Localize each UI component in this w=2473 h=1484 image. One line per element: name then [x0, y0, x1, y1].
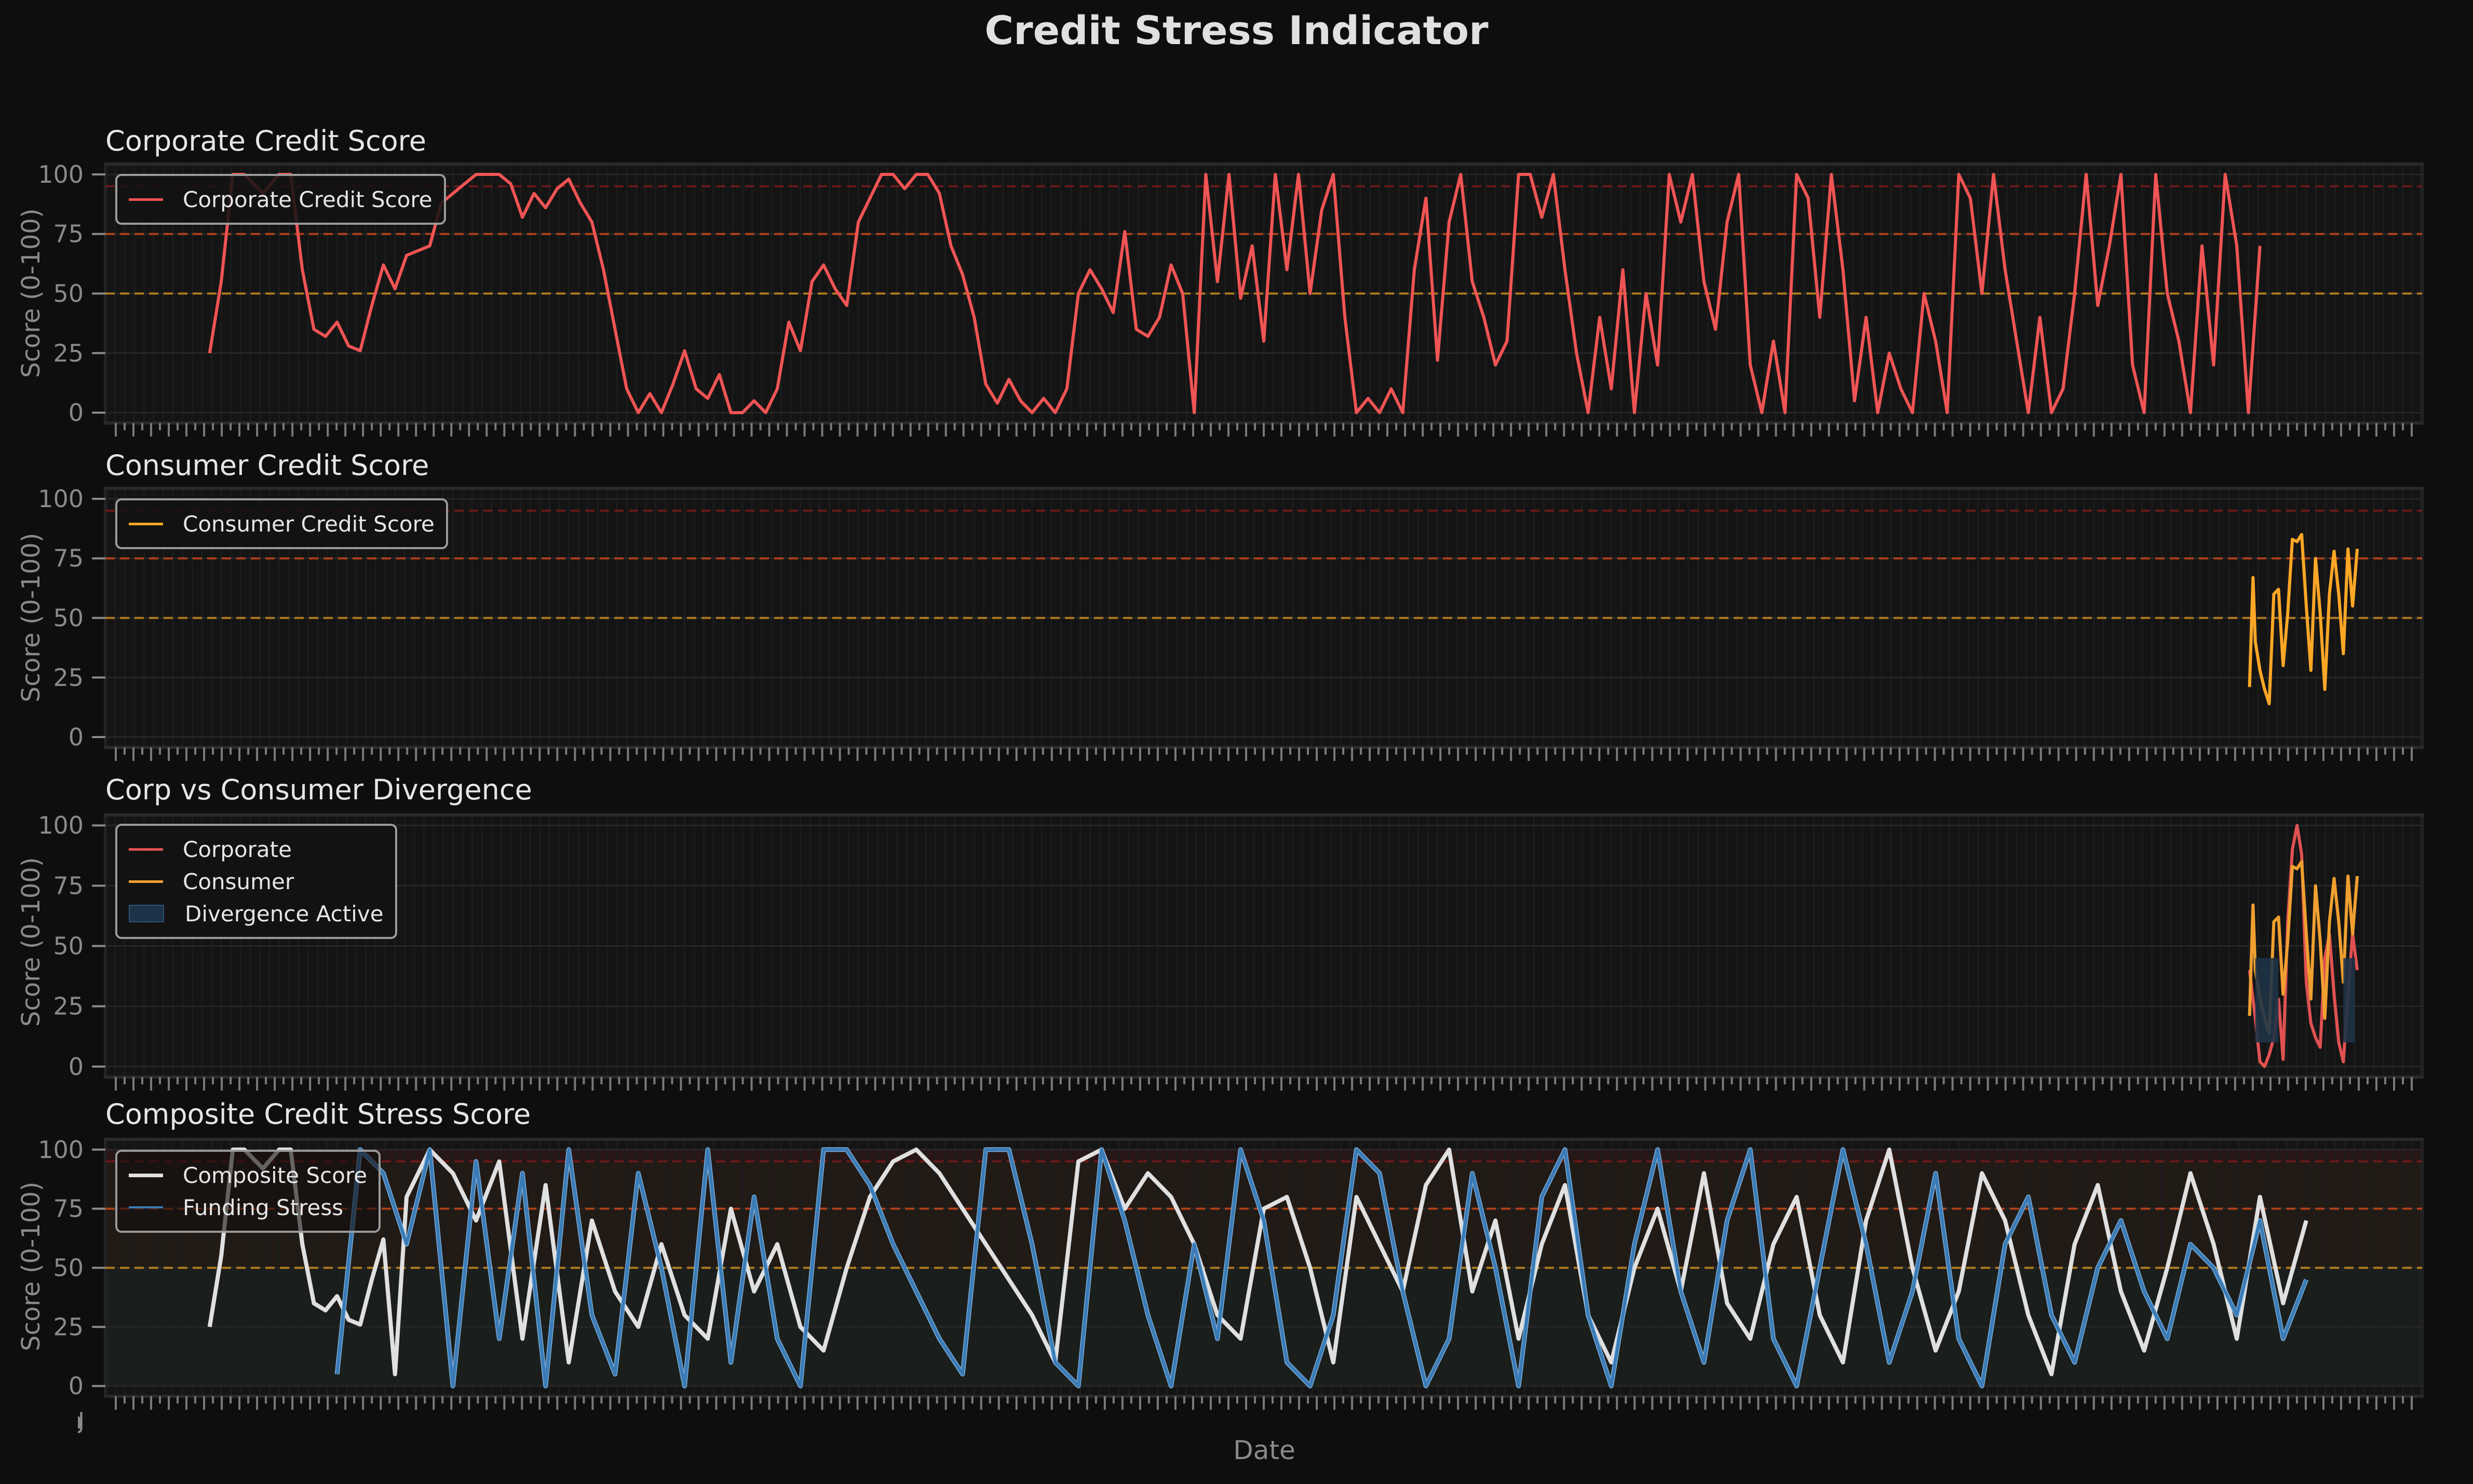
panel-title-composite: Composite Credit Stress Score [105, 1098, 531, 1131]
panel-3: 0 25 50 75 100 [38, 1136, 2424, 1410]
y-tick-label: 50 [53, 1254, 84, 1282]
legend-corporate: Corporate Credit Score [115, 174, 446, 225]
line-swatch-icon [129, 1206, 163, 1208]
panel-title-consumer: Consumer Credit Score [105, 449, 429, 482]
y-tick-label: 25 [53, 663, 84, 691]
y-tick-label: 75 [53, 872, 84, 900]
panel-title-corporate: Corporate Credit Score [105, 125, 426, 157]
line-swatch-icon [129, 880, 163, 883]
legend-item-consumer: Consumer [129, 865, 384, 897]
y-tick-label: 0 [69, 1053, 84, 1081]
line-swatch-icon [129, 1173, 163, 1177]
x-axis-label: Date [1233, 1435, 1295, 1465]
legend-item-corporate: Corporate [129, 833, 384, 865]
panel-0: 0 25 50 75 100 [38, 160, 2424, 437]
panel-2: 0 25 50 75 100 [38, 811, 2424, 1091]
y-tick-label: 75 [53, 220, 84, 248]
legend-label: Corporate [183, 836, 292, 862]
y-tick-label: 0 [69, 1372, 84, 1400]
figure-title: Credit Stress Indicator [984, 7, 1489, 53]
line-swatch-icon [129, 522, 163, 525]
legend-composite: Composite Score Funding Stress [115, 1150, 381, 1233]
y-tick-label: 100 [38, 485, 84, 513]
legend-label: Consumer Credit Score [183, 511, 435, 537]
y-tick-label: 25 [53, 992, 84, 1020]
legend-item-composite: Composite Score [129, 1159, 367, 1191]
panel-1: 0 25 50 75 100 [38, 485, 2424, 761]
legend-item-corporate: Corporate Credit Score [129, 183, 433, 215]
legend-item-consumer: Consumer Credit Score [129, 508, 435, 540]
panel-title-divergence: Corp vs Consumer Divergence [105, 773, 532, 806]
legend-item-funding-stress: Funding Stress [129, 1191, 367, 1223]
y-tick-label: 50 [53, 280, 84, 308]
y-tick-label: 0 [69, 723, 84, 751]
legend-label: Divergence Active [185, 901, 384, 927]
y-tick-label: 100 [38, 160, 84, 188]
y-tick-label: 0 [69, 399, 84, 427]
y-tick-label: 100 [38, 1136, 84, 1164]
y-tick-label: 50 [53, 604, 84, 632]
y-tick-label: 25 [53, 339, 84, 367]
y-tick-label: 75 [53, 1195, 84, 1223]
y-tick-label: 25 [53, 1313, 84, 1341]
legend-label: Composite Score [183, 1162, 368, 1188]
fill-swatch-icon [129, 905, 164, 922]
legend-item-divergence-active: Divergence Active [129, 897, 384, 930]
legend-label: Funding Stress [183, 1194, 344, 1220]
line-swatch-icon [129, 198, 163, 201]
y-tick-label: 50 [53, 932, 84, 960]
legend-consumer: Consumer Credit Score [115, 498, 448, 549]
legend-divergence: Corporate Consumer Divergence Active [115, 824, 397, 939]
y-tick-label: 100 [38, 811, 84, 839]
y-tick-label: 75 [53, 544, 84, 573]
x-tick-labels: Jan ... (dense overlapping date labels, … [78, 1408, 2466, 1439]
legend-label: Consumer [183, 868, 294, 894]
legend-label: Corporate Credit Score [183, 186, 433, 212]
line-swatch-icon [129, 848, 163, 851]
